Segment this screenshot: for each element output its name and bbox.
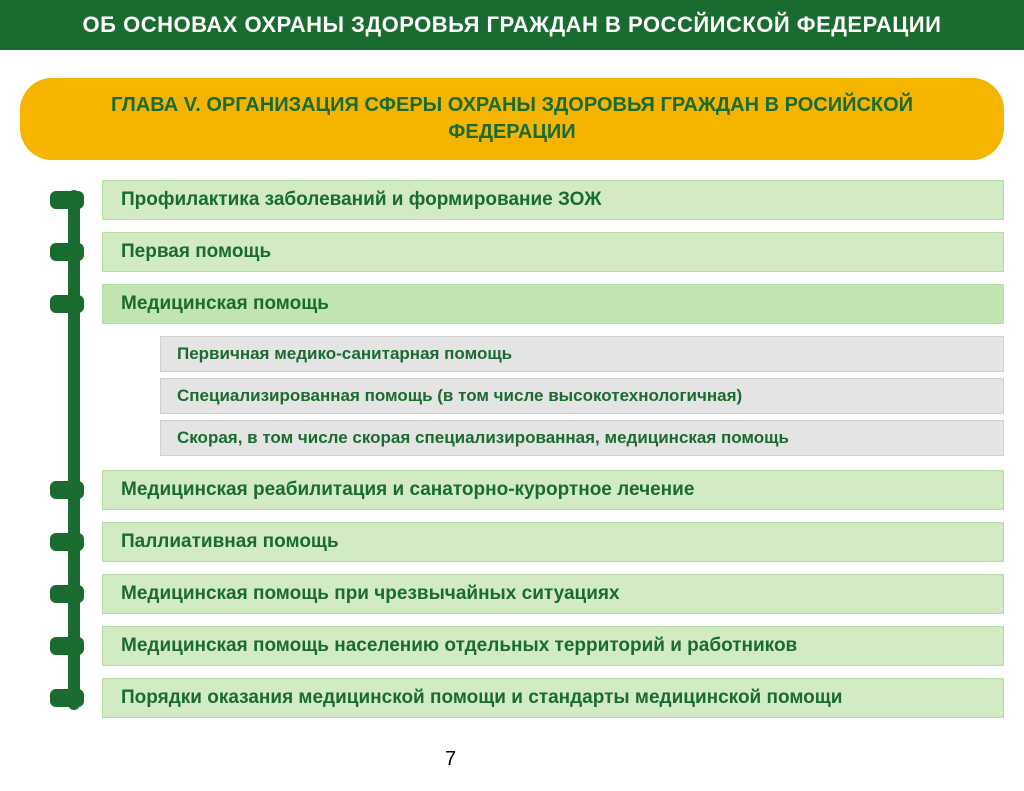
spine-tick-icon xyxy=(50,191,84,209)
outline-row: Первая помощь xyxy=(50,232,1004,272)
outline-row: Паллиативная помощь xyxy=(50,522,1004,562)
page-header: ОБ ОСНОВАХ ОХРАНЫ ЗДОРОВЬЯ ГРАЖДАН В РОС… xyxy=(0,0,1024,50)
outline-item: Порядки оказания медицинской помощи и ст… xyxy=(102,678,1004,718)
chapter-title: ГЛАВА V. ОРГАНИЗАЦИЯ СФЕРЫ ОХРАНЫ ЗДОРОВ… xyxy=(111,94,913,143)
outline-item: Первая помощь xyxy=(102,232,1004,272)
spine-tick-icon xyxy=(50,533,84,551)
page-number: 7 xyxy=(445,748,456,771)
spine-tick-icon xyxy=(50,481,84,499)
outline-row: Медицинская помощь при чрезвычайных ситу… xyxy=(50,574,1004,614)
outline-item: Профилактика заболеваний и формирование … xyxy=(102,180,1004,220)
outline-row: Профилактика заболеваний и формирование … xyxy=(50,180,1004,220)
page-title: ОБ ОСНОВАХ ОХРАНЫ ЗДОРОВЬЯ ГРАЖДАН В РОС… xyxy=(83,12,942,37)
spine-tick-icon xyxy=(50,295,84,313)
outline-row: Медицинская реабилитация и санаторно-кур… xyxy=(50,470,1004,510)
outline-item: Медицинская помощь xyxy=(102,284,1004,324)
spine-tick-icon xyxy=(50,689,84,707)
outline-item: Паллиативная помощь xyxy=(102,522,1004,562)
chapter-heading: ГЛАВА V. ОРГАНИЗАЦИЯ СФЕРЫ ОХРАНЫ ЗДОРОВ… xyxy=(20,78,1004,160)
outline-sub-item: Специализированная помощь (в том числе в… xyxy=(160,378,1004,414)
spine-tick-icon xyxy=(50,585,84,603)
outline-row: Медицинская помощь xyxy=(50,284,1004,324)
outline-rows: Профилактика заболеваний и формирование … xyxy=(20,180,1004,718)
spine-tick-icon xyxy=(50,243,84,261)
outline-row: Медицинская помощь населению отдельных т… xyxy=(50,626,1004,666)
outline-item: Медицинская помощь населению отдельных т… xyxy=(102,626,1004,666)
outline-sub-item: Скорая, в том числе скорая специализиров… xyxy=(160,420,1004,456)
outline-row: Порядки оказания медицинской помощи и ст… xyxy=(50,678,1004,718)
outline-item: Медицинская реабилитация и санаторно-кур… xyxy=(102,470,1004,510)
spine-tick-icon xyxy=(50,637,84,655)
outline-sub-item: Первичная медико-санитарная помощь xyxy=(160,336,1004,372)
outline-sub-group: Первичная медико-санитарная помощь Специа… xyxy=(160,336,1004,456)
outline-item: Медицинская помощь при чрезвычайных ситу… xyxy=(102,574,1004,614)
outline-content: Профилактика заболеваний и формирование … xyxy=(20,180,1004,718)
